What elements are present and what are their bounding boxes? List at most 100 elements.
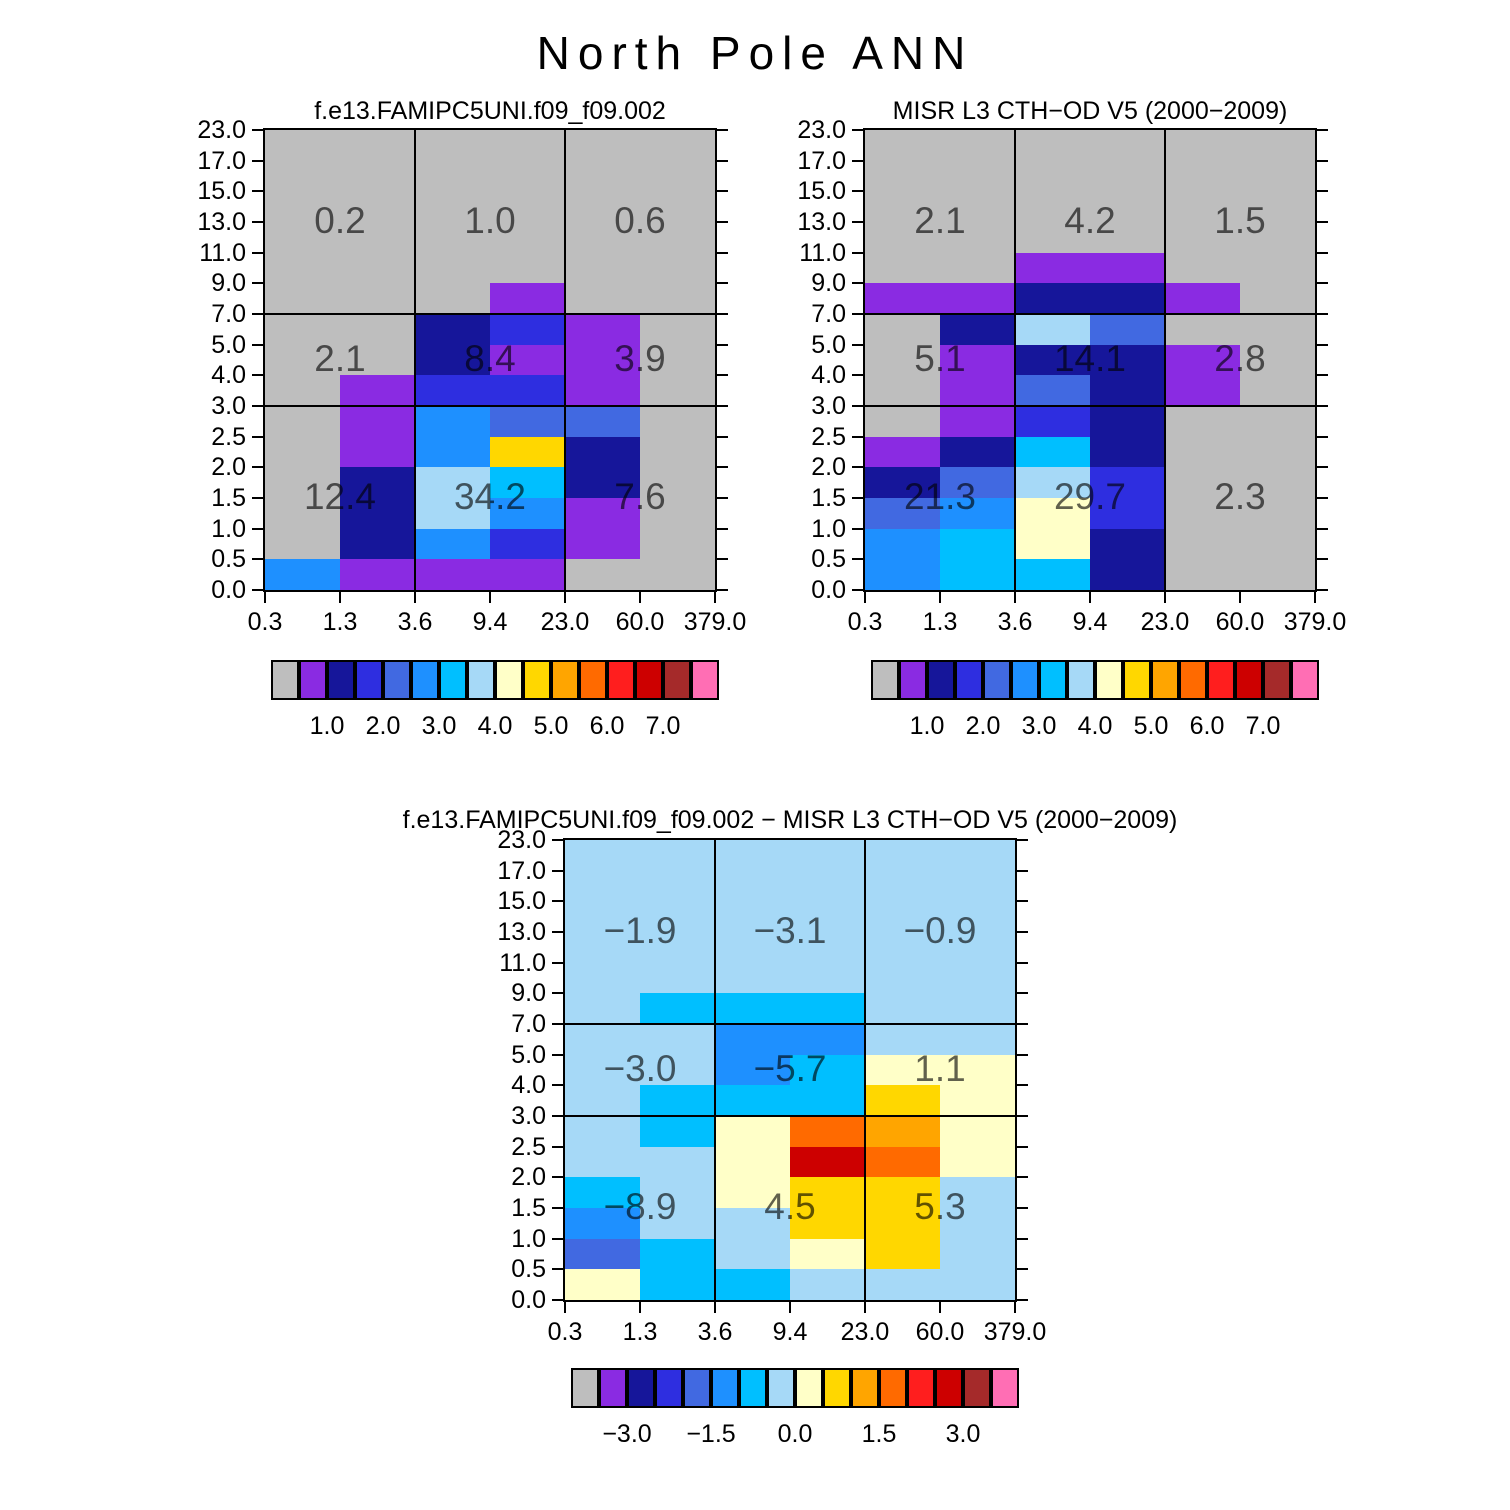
- heatmap-cell: [865, 962, 941, 995]
- colorbar-tick-label: 2.0: [965, 712, 1001, 740]
- colorbar-swatch: [823, 1368, 851, 1408]
- y-axis-tick: [552, 1053, 565, 1056]
- heatmap-cell: [490, 559, 566, 591]
- heatmap-cell: [1165, 252, 1241, 285]
- heatmap-cell: [265, 191, 341, 223]
- y-axis-tick: [1315, 221, 1328, 223]
- heatmap-cell: [1165, 160, 1241, 193]
- y-axis-tick: [552, 869, 565, 872]
- heatmap-cell: [865, 559, 941, 591]
- region-value-label: 1.1: [914, 1048, 966, 1089]
- x-tick-label: 379.0: [983, 1318, 1047, 1346]
- heatmap-cell: [640, 1024, 716, 1056]
- y-axis-tick: [1015, 900, 1028, 903]
- y-axis-tick: [552, 1299, 565, 1301]
- heatmap-cell: [790, 1085, 866, 1117]
- heatmap-cell: [640, 1116, 716, 1148]
- heatmap-cell: [1090, 191, 1166, 223]
- x-axis-tick: [564, 590, 566, 603]
- y-axis-tick: [1015, 1237, 1028, 1240]
- heatmap-cell: [415, 252, 491, 285]
- region-grid-line: [865, 313, 1315, 315]
- heatmap-cell: [415, 467, 491, 499]
- region-value-label: 0.6: [614, 200, 666, 241]
- heatmap-cell: [565, 1024, 641, 1056]
- heatmap-cell: [415, 283, 491, 315]
- heatmap-cell: [790, 1238, 866, 1271]
- colorbar-tick-label: 5.0: [1133, 712, 1169, 740]
- heatmap-cell: [265, 498, 341, 530]
- colorbar-obs: 1.0 2.0 3.0 4.0 5.0 6.0 7.0: [871, 660, 1319, 740]
- y-axis-tick: [1315, 466, 1328, 469]
- y-axis-tick: [852, 282, 865, 285]
- heatmap-cell: [865, 191, 941, 223]
- heatmap-cell: [640, 1085, 716, 1117]
- y-axis-tick: [252, 435, 265, 438]
- heatmap-cell: [865, 130, 941, 162]
- colorbar-swatch: [1179, 660, 1207, 700]
- heatmap-cell: [565, 283, 641, 315]
- y-tick-label: 0.0: [511, 1286, 546, 1314]
- y-axis-tick: [252, 251, 265, 254]
- heatmap-cell: [340, 344, 416, 377]
- colorbar-swatch: [795, 1368, 823, 1408]
- region-value-label: 2.1: [914, 200, 966, 241]
- heatmap-cell: [865, 1238, 941, 1271]
- y-axis-tick: [552, 1084, 565, 1087]
- heatmap-cell: [565, 1116, 641, 1148]
- x-axis-tick: [1089, 590, 1091, 603]
- y-axis-tick: [715, 374, 728, 377]
- y-axis-tick: [715, 159, 728, 162]
- y-tick-label: 1.0: [511, 1224, 546, 1253]
- region-value-label: −0.9: [903, 910, 977, 951]
- colorbar-swatch: [599, 1368, 627, 1408]
- y-axis-tick: [1015, 869, 1028, 872]
- heatmap-cell: [565, 1085, 641, 1117]
- y-axis-tick: [1315, 343, 1328, 346]
- y-axis-tick: [1315, 589, 1328, 591]
- heatmap-cell: [1165, 559, 1241, 591]
- region-value-label: 14.1: [1053, 338, 1126, 379]
- colorbar-swatch: [1235, 660, 1263, 700]
- heatmap-cell: [1165, 528, 1241, 561]
- colorbar-swatch: [963, 1368, 991, 1408]
- y-axis-tick: [1315, 251, 1328, 254]
- y-axis-tick: [1015, 1268, 1028, 1271]
- y-axis-tick: [552, 1145, 565, 1148]
- colorbar-diff: −3.0 −1.5 0.0 1.5 3.0: [571, 1368, 1019, 1448]
- x-tick-label: 1.3: [622, 1318, 658, 1346]
- y-axis-tick: [252, 497, 265, 499]
- heatmap-cell: [790, 1054, 866, 1087]
- y-axis-tick: [252, 374, 265, 377]
- x-tick-label: 23.0: [1140, 608, 1190, 636]
- colorbar-swatch: [851, 1368, 879, 1408]
- heatmap-cell: [940, 498, 1016, 530]
- colorbar-swatch: [607, 660, 635, 700]
- y-axis-tick: [252, 527, 265, 530]
- colorbar-swatch: [327, 660, 355, 700]
- colorbar-swatch: [691, 660, 719, 700]
- y-axis-tick: [715, 190, 728, 193]
- y-tick-label: 4.0: [511, 1071, 546, 1100]
- colorbar-swatch: [711, 1368, 739, 1408]
- heatmap-cell: [415, 528, 491, 561]
- y-tick-label: 2.0: [211, 453, 246, 482]
- x-axis-tick: [1164, 590, 1166, 603]
- y-tick-label: 9.0: [811, 269, 846, 298]
- colorbar-swatch: [299, 660, 327, 700]
- heatmap-cell: [640, 130, 716, 162]
- x-axis-tick: [939, 590, 941, 603]
- colorbar-swatch: [579, 660, 607, 700]
- heatmap-cell: [715, 1054, 791, 1087]
- heatmap-cell: [865, 1054, 941, 1087]
- heatmap-cell: [1240, 130, 1316, 162]
- heatmap-cell: [940, 901, 1016, 933]
- heatmap-cell: [565, 314, 641, 346]
- y-tick-label: 7.0: [811, 300, 846, 328]
- y-axis-tick: [715, 558, 728, 561]
- y-axis-tick: [1015, 1053, 1028, 1056]
- y-axis-tick: [1315, 282, 1328, 285]
- x-tick-label: 1.3: [922, 608, 958, 636]
- region-grid-line: [265, 313, 715, 315]
- heatmap-cell: [490, 375, 566, 407]
